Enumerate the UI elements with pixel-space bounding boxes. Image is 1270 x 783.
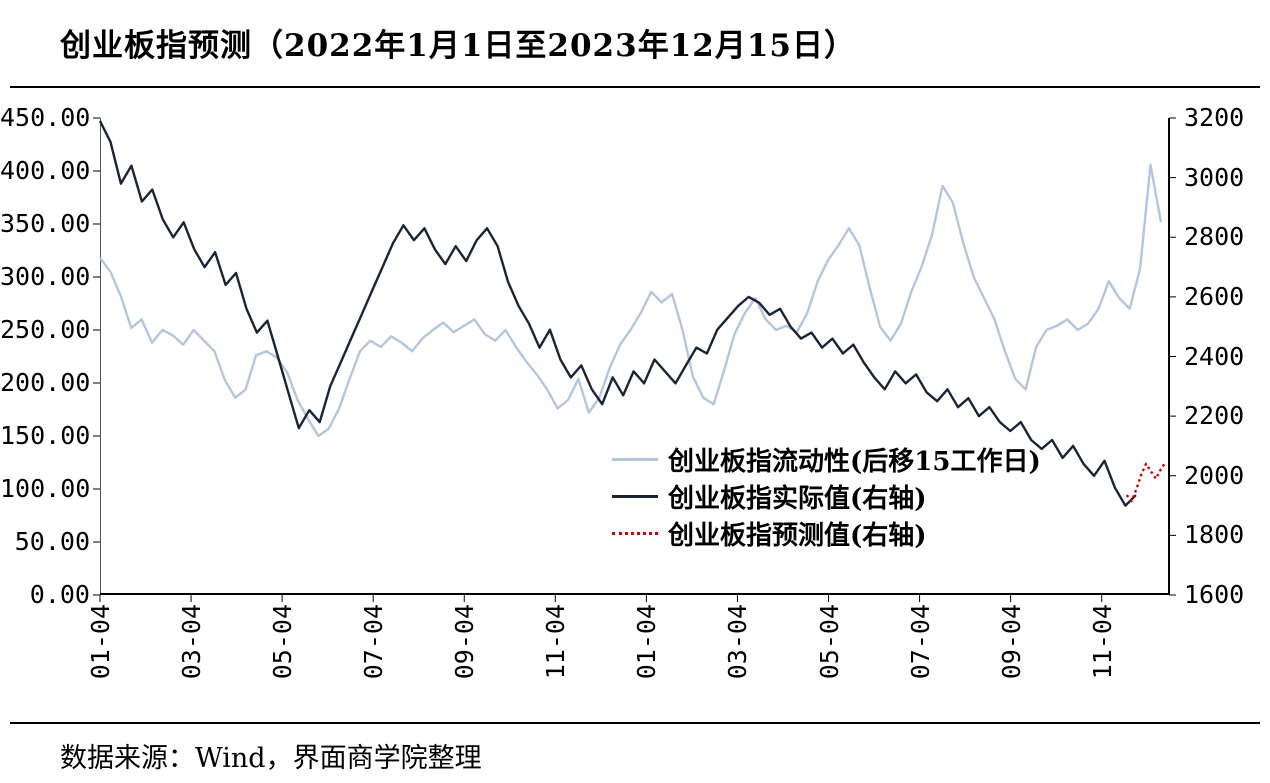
x-tick-label: 05-04 [814,604,844,680]
x-tick-label: 01-04 [632,604,662,680]
y-right-tick-label: 1800 [1184,520,1245,550]
y-left-tick-label: 150.00 [0,421,91,450]
x-tick-label: 05-04 [268,604,298,680]
x-tick-label: 07-04 [359,604,389,680]
source-note: 数据来源：Wind，界面商学院整理 [60,743,482,774]
legend-label-actual: 创业板指实际值(右轴) [668,484,927,514]
y-left-tick-label: 50.00 [14,527,90,556]
y-left-tick-label: 100.00 [0,474,91,503]
y-right-tick-label: 2800 [1184,222,1245,252]
x-tick-label: 11-04 [1087,604,1117,680]
y-right-tick-label: 2000 [1184,460,1245,490]
y-left-tick-label: 400.00 [0,156,91,185]
x-tick-label: 03-04 [723,604,753,680]
y-left-tick-label: 350.00 [0,209,91,238]
y-left-tick-label: 300.00 [0,262,91,291]
y-right-tick-label: 3000 [1184,162,1245,192]
y-right-tick-label: 1600 [1184,580,1245,609]
legend-item-forecast: 创业板指预测值(右轴) [612,515,1041,552]
legend-label-liquidity: 创业板指流动性(后移15工作日) [668,447,1041,477]
series-liquidity [99,163,1163,438]
x-tick-label: 01-04 [86,604,115,680]
legend-label-forecast: 创业板指预测值(右轴) [668,521,927,551]
legend-swatch-liquidity-line [612,458,658,461]
chart-plot [93,117,1176,602]
footer-divider [10,722,1260,724]
x-tick-label: 11-04 [541,604,571,680]
legend: 创业板指流动性(后移15工作日) 创业板指实际值(右轴) 创业板指预测值(右轴) [612,441,1041,552]
y-left-tick-label: 0.00 [29,580,90,609]
series-actual [98,120,1137,507]
series-forecast [1125,461,1167,503]
x-tick-label: 03-04 [177,604,207,680]
y-right-tick-label: 2200 [1184,401,1245,431]
y-left-tick-label: 200.00 [0,368,91,397]
chart-title: 创业板指预测（2022年1月1日至2023年12月15日） [60,28,856,64]
legend-swatch-actual-line [612,495,658,498]
legend-swatch-forecast-line [612,532,658,535]
y-left-tick-label: 250.00 [0,315,91,344]
title-divider [10,86,1260,88]
y-left-tick-label: 450.00 [0,103,91,132]
legend-item-actual: 创业板指实际值(右轴) [612,478,1041,515]
x-tick-label: 09-04 [450,604,480,680]
y-right-tick-label: 2600 [1184,281,1245,311]
legend-item-liquidity: 创业板指流动性(后移15工作日) [612,441,1041,478]
x-tick-label: 09-04 [996,604,1026,680]
x-tick-label: 07-04 [905,604,935,680]
y-right-tick-label: 3200 [1184,103,1245,132]
y-right-tick-label: 2400 [1184,341,1245,371]
